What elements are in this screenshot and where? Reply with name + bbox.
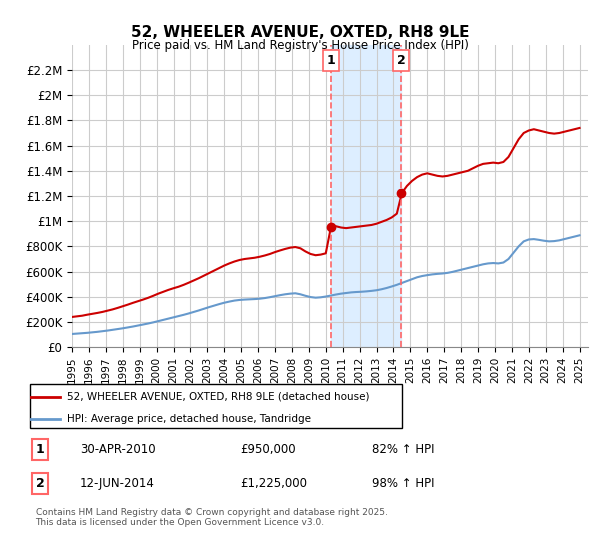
Text: 1: 1 [327, 54, 336, 67]
Bar [331, 45, 401, 347]
Text: 82% ↑ HPI: 82% ↑ HPI [372, 443, 435, 456]
Text: HPI: Average price, detached house, Tandridge: HPI: Average price, detached house, Tand… [67, 413, 311, 423]
Text: 52, WHEELER AVENUE, OXTED, RH8 9LE (detached house): 52, WHEELER AVENUE, OXTED, RH8 9LE (deta… [67, 391, 370, 401]
Text: 30-APR-2010: 30-APR-2010 [80, 443, 155, 456]
Text: 1: 1 [35, 443, 44, 456]
Text: £950,000: £950,000 [240, 443, 295, 456]
Text: 98% ↑ HPI: 98% ↑ HPI [372, 477, 435, 490]
Text: 2: 2 [35, 477, 44, 490]
Text: 2: 2 [397, 54, 406, 67]
Text: 12-JUN-2014: 12-JUN-2014 [80, 477, 155, 490]
Text: 52, WHEELER AVENUE, OXTED, RH8 9LE: 52, WHEELER AVENUE, OXTED, RH8 9LE [131, 25, 469, 40]
Text: Contains HM Land Registry data © Crown copyright and database right 2025.
This d: Contains HM Land Registry data © Crown c… [35, 507, 388, 527]
Text: £1,225,000: £1,225,000 [240, 477, 307, 490]
Text: Price paid vs. HM Land Registry's House Price Index (HPI): Price paid vs. HM Land Registry's House … [131, 39, 469, 52]
